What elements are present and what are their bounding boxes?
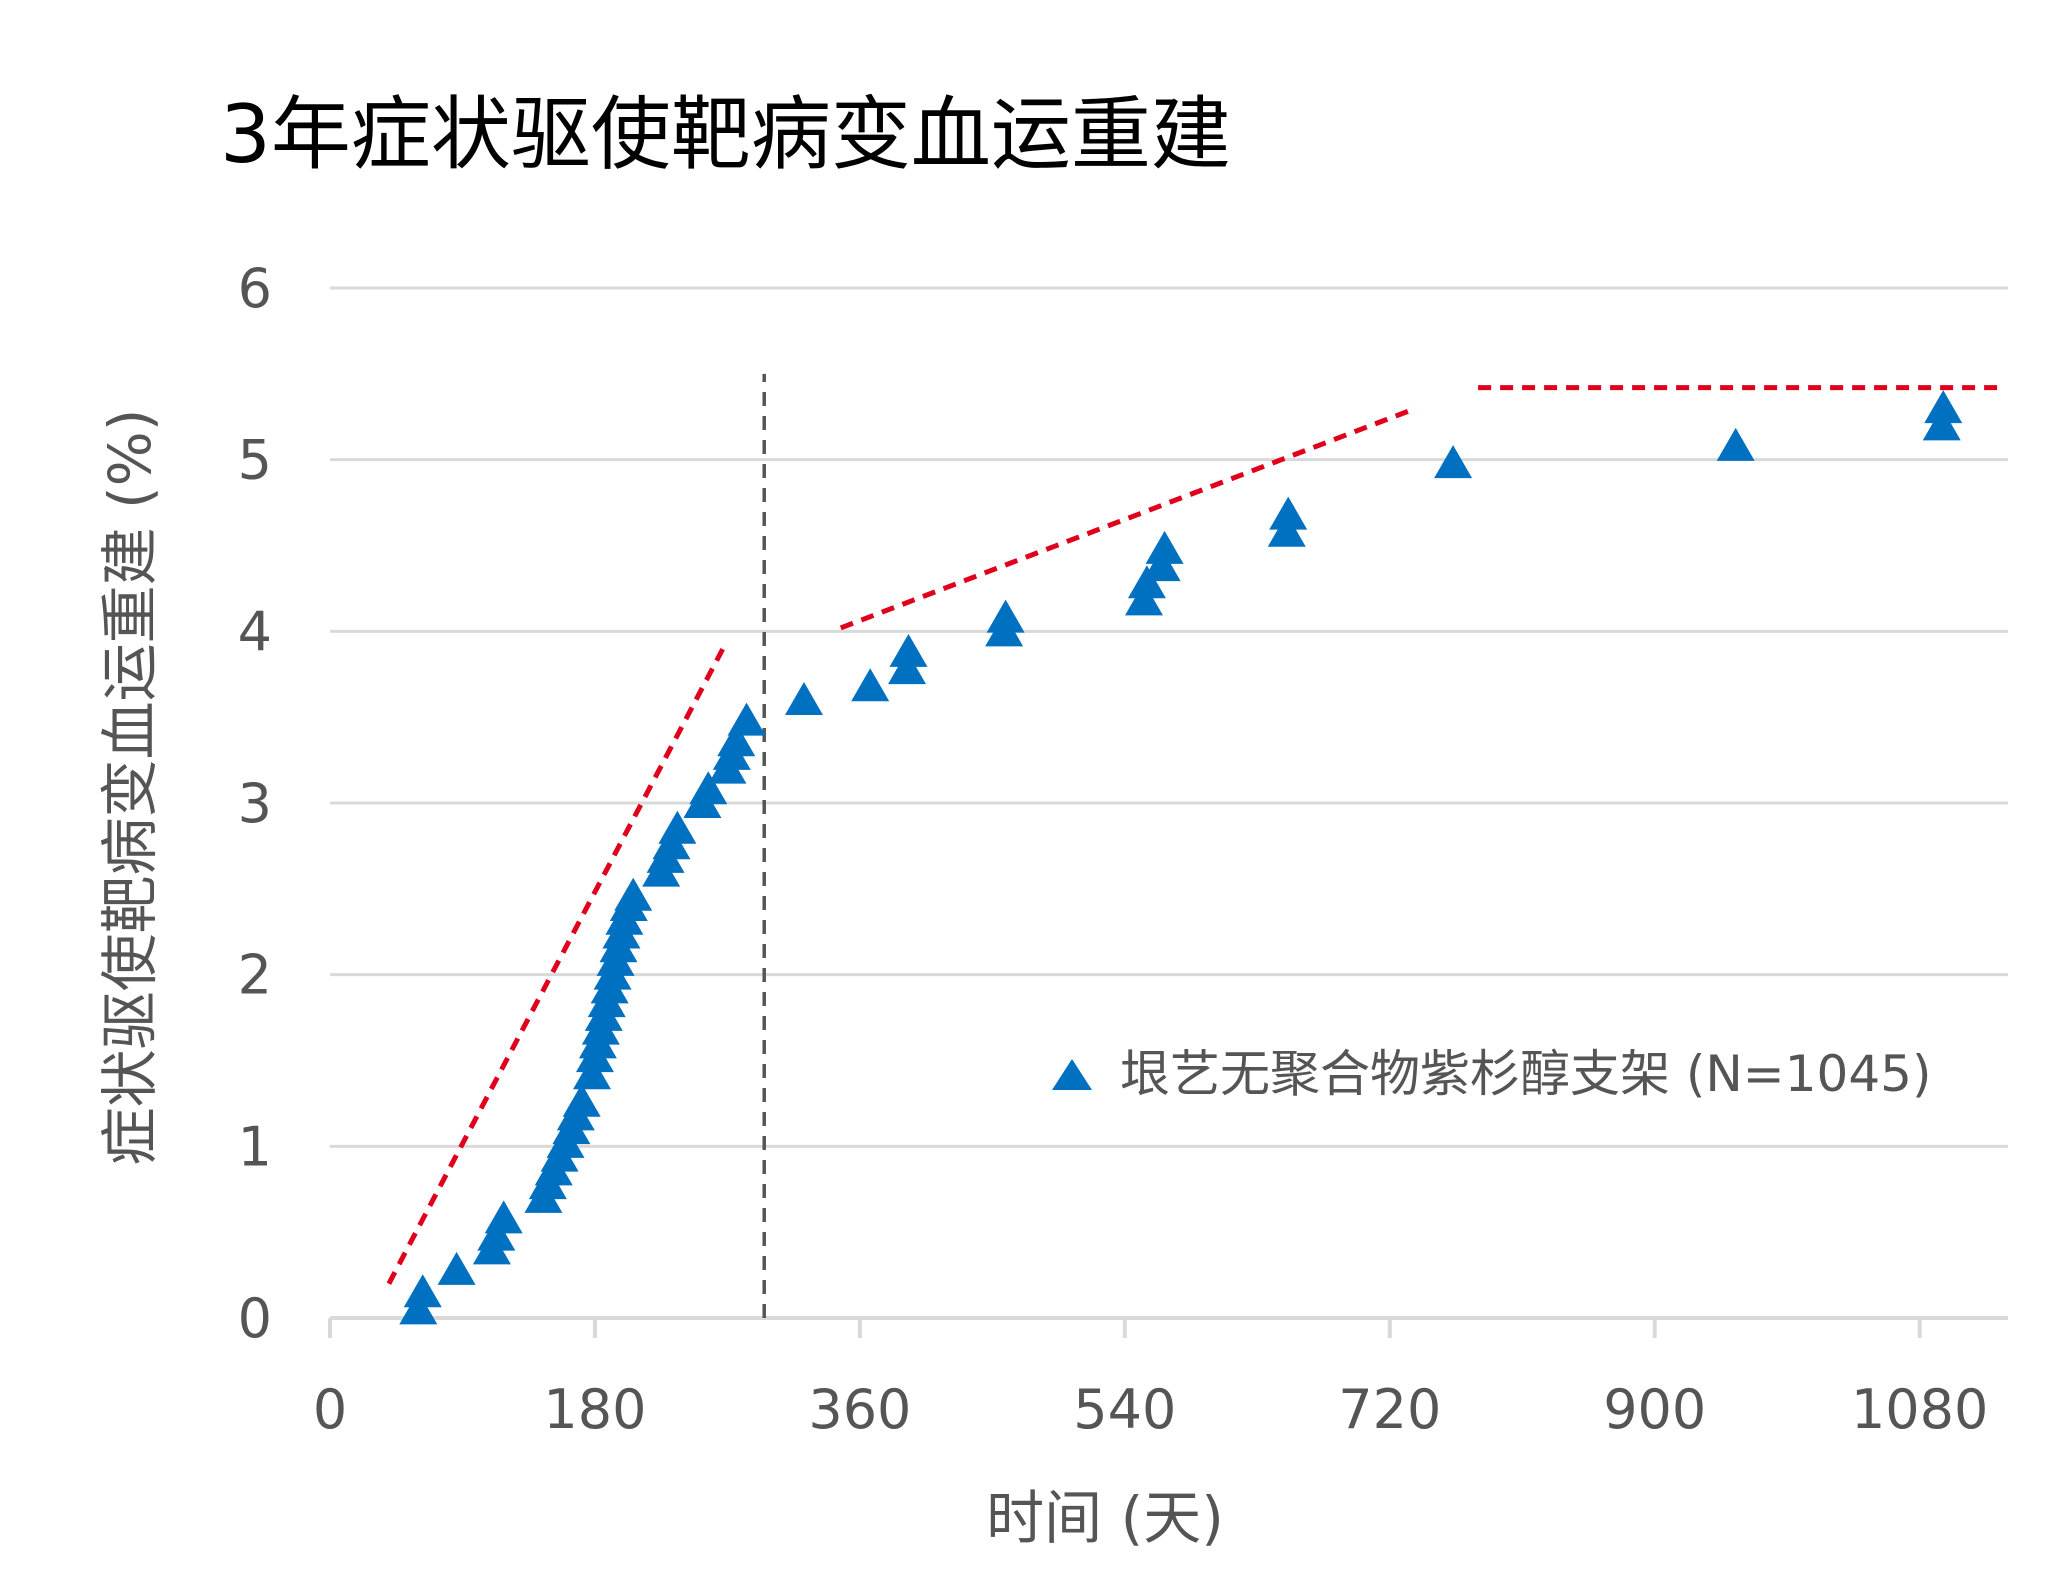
x-tick-label: 900 [1603,1378,1706,1441]
trend-lines [386,385,2000,1285]
data-point-48 [1267,513,1306,547]
data-point-49 [1269,496,1308,530]
chart-title: 3年症状驱使靶病变血运重建 [220,88,1231,181]
data-point-14 [573,1056,612,1090]
legend-marker [1052,1059,1092,1090]
x-tick-label: 720 [1338,1378,1441,1441]
data-point-46 [1142,548,1181,582]
data-point-5 [484,1200,523,1234]
data-point-43 [986,599,1025,633]
trend-line-1 [839,405,1418,631]
data-point-33 [689,771,728,805]
data-point-53 [1924,390,1963,424]
y-tick-label: 3 [238,772,272,835]
x-tick-label: 0 [313,1378,347,1441]
data-points [399,390,1963,1325]
axes [328,1316,2008,1338]
y-tick-label: 4 [238,600,272,663]
data-point-45 [1127,565,1166,599]
data-point-39 [851,668,890,702]
grid [330,286,2008,1148]
data-point-1 [403,1274,442,1308]
data-point-36 [717,723,756,757]
x-tick-label: 540 [1073,1378,1176,1441]
trend-line-0 [386,647,726,1285]
y-tick-label: 5 [238,429,272,492]
data-point-47 [1145,530,1184,564]
data-point-40 [887,651,926,685]
data-point-0 [399,1291,438,1325]
y-axis-title: 症状驱使靶病变血运重建 (%) [96,409,164,1166]
data-point-37 [727,702,766,736]
y-tick-label: 0 [238,1287,272,1350]
legend: 垠艺无聚合物紫杉醇支架 (N=1045) [1052,1045,1931,1103]
y-tick-label: 2 [238,944,272,1007]
data-point-2 [437,1251,476,1285]
y-tick-label: 6 [238,257,272,320]
data-point-44 [1124,582,1163,616]
x-axis-title: 时间 (天) [986,1484,1224,1552]
data-point-50 [1434,445,1473,479]
data-point-31 [658,810,697,844]
data-point-4 [477,1217,516,1251]
tick-labels: 0 1 2 3 4 5 6 0 180 360 540 720 900 1080 [238,257,1989,1441]
data-point-52 [1922,407,1961,441]
data-point-51 [1716,427,1755,461]
x-tick-label: 1080 [1851,1378,1988,1441]
data-point-38 [784,682,823,715]
data-point-41 [889,633,928,667]
data-point-27 [614,877,653,911]
data-point-13 [562,1083,601,1117]
y-tick-label: 1 [238,1115,272,1178]
x-tick-label: 360 [808,1378,911,1441]
x-tick-label: 180 [543,1378,646,1441]
legend-label: 垠艺无聚合物紫杉醇支架 (N=1045) [1120,1045,1931,1103]
